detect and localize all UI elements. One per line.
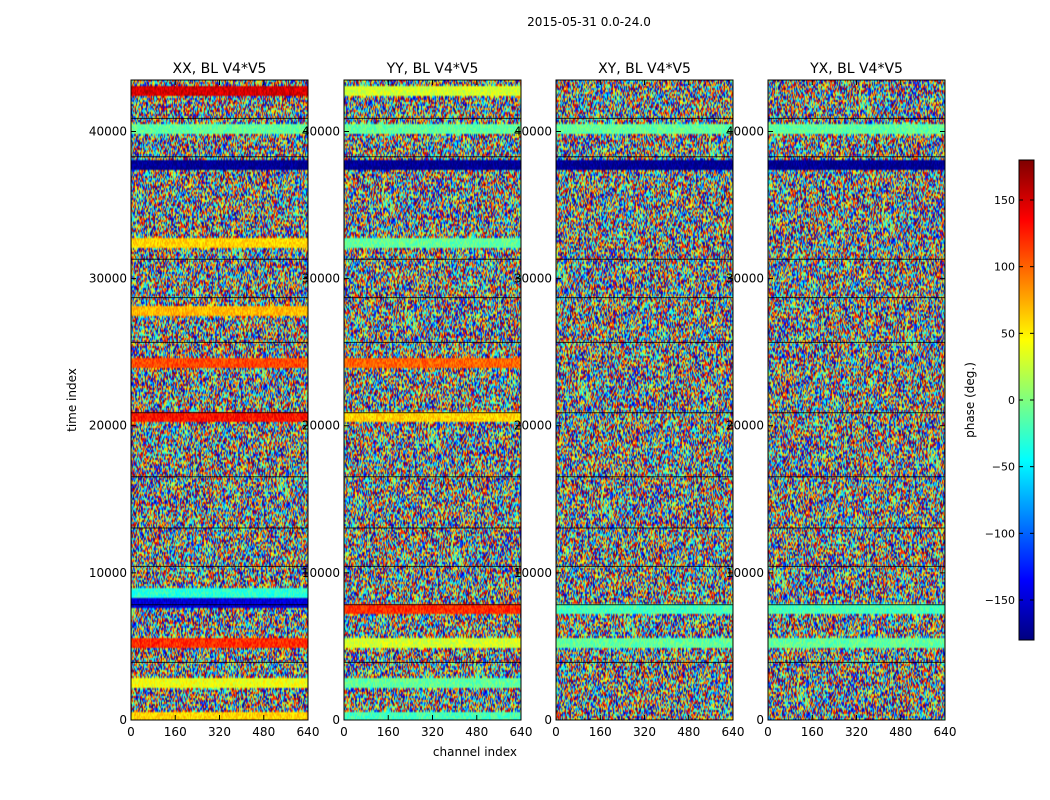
- colorbar-tick-label: 50: [1001, 327, 1015, 340]
- y-tick-label: 40000: [89, 124, 127, 138]
- y-tick-label: 10000: [726, 566, 764, 580]
- heatmap-panel-1: XX, BL V4*V5 0 160 320 480 640 0 10000 20000 3000…: [65, 61, 319, 739]
- heatmap-panel-2: YY, BL V4*V5 0 160 320 480 640 0 10000 20000 3000…: [302, 61, 533, 759]
- colorbar-tick-label: −50: [992, 461, 1015, 474]
- x-tick-label: 0: [764, 725, 772, 739]
- colorbar-tick-label: 0: [1008, 394, 1015, 407]
- y-tick-label: 10000: [514, 566, 552, 580]
- panel-title: YY, BL V4*V5: [386, 61, 479, 77]
- x-tick-label: 640: [934, 725, 957, 739]
- x-tick-label: 160: [801, 725, 824, 739]
- x-tick-label: 160: [589, 725, 612, 739]
- x-tick-label: 480: [677, 725, 700, 739]
- heatmap-raster: [344, 80, 521, 720]
- heatmap-panels: XX, BL V4*V5 0 160 320 480 640 0 10000 20000 3000…: [65, 61, 956, 759]
- y-tick-label: 0: [544, 713, 552, 727]
- colorbar-tick-label: 100: [994, 261, 1015, 274]
- x-tick-label: 480: [889, 725, 912, 739]
- x-tick-label: 480: [252, 725, 275, 739]
- y-tick-label: 10000: [302, 566, 340, 580]
- y-tick-label: 30000: [89, 272, 127, 286]
- figure-suptitle: 2015-05-31 0.0-24.0: [527, 15, 651, 29]
- x-tick-label: 160: [164, 725, 187, 739]
- x-tick-label: 320: [421, 725, 444, 739]
- x-tick-label: 0: [127, 725, 135, 739]
- y-tick-label: 20000: [514, 419, 552, 433]
- y-tick-label: 30000: [514, 272, 552, 286]
- y-tick-label: 30000: [726, 272, 764, 286]
- y-tick-label: 20000: [302, 419, 340, 433]
- x-tick-label: 320: [633, 725, 656, 739]
- colorbar-label: phase (deg.): [963, 362, 977, 438]
- x-tick-label: 0: [552, 725, 560, 739]
- x-tick-label: 640: [297, 725, 320, 739]
- y-tick-label: 10000: [89, 566, 127, 580]
- heatmap-raster: [556, 80, 733, 720]
- panel-title: YX, BL V4*V5: [809, 61, 903, 77]
- colorbar-tick-label: 150: [994, 194, 1015, 207]
- x-tick-label: 160: [377, 725, 400, 739]
- panel-title: XX, BL V4*V5: [173, 61, 267, 77]
- heatmap-raster: [131, 80, 308, 720]
- y-tick-label: 40000: [514, 124, 552, 138]
- colorbar: −150 −100 −50 0 50 100 150 phase (deg.): [963, 159, 1035, 641]
- y-axis-label: time index: [65, 368, 79, 432]
- y-tick-label: 0: [119, 713, 127, 727]
- x-axis-label: channel index: [433, 745, 517, 759]
- x-tick-label: 0: [340, 725, 348, 739]
- heatmap-panel-4: YX, BL V4*V5 0 160 320 480 640 0 10000 20000 3000…: [726, 61, 957, 739]
- x-tick-label: 320: [208, 725, 231, 739]
- colorbar-tick-label: −100: [985, 527, 1015, 540]
- heatmap-panel-3: XY, BL V4*V5 0 160 320 480 640 0 10000 20000 3000…: [514, 61, 745, 739]
- y-tick-label: 0: [332, 713, 340, 727]
- y-tick-label: 40000: [302, 124, 340, 138]
- x-tick-label: 320: [845, 725, 868, 739]
- panel-title: XY, BL V4*V5: [598, 61, 691, 77]
- heatmap-raster: [768, 80, 945, 720]
- x-tick-label: 480: [465, 725, 488, 739]
- x-tick-label: 640: [510, 725, 533, 739]
- x-tick-label: 640: [722, 725, 745, 739]
- y-tick-label: 0: [756, 713, 764, 727]
- y-tick-label: 30000: [302, 272, 340, 286]
- y-tick-label: 20000: [89, 419, 127, 433]
- y-tick-label: 40000: [726, 124, 764, 138]
- y-tick-label: 20000: [726, 419, 764, 433]
- colorbar-tick-label: −150: [985, 594, 1015, 607]
